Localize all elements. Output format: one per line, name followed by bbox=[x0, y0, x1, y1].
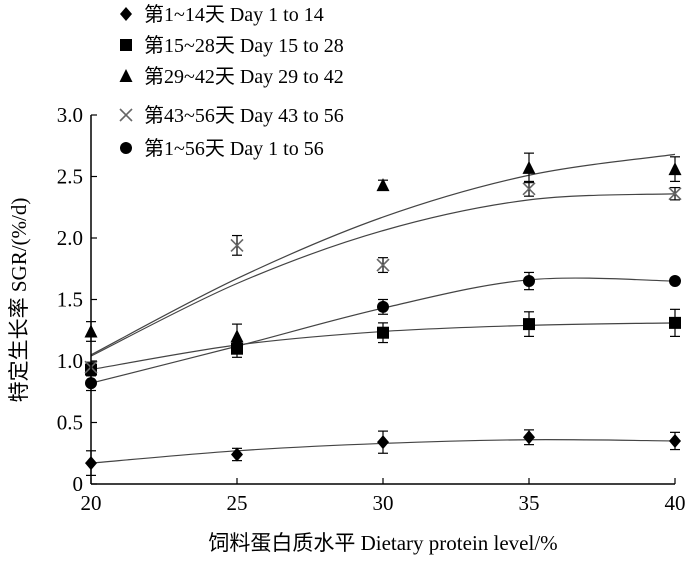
y-ticks: 0 0.5 1.0 1.5 2.0 2.5 3.0 bbox=[57, 103, 97, 496]
data-point bbox=[669, 433, 681, 448]
data-point bbox=[522, 182, 536, 196]
y-tick-label: 1.0 bbox=[57, 349, 83, 373]
data-point bbox=[376, 258, 390, 272]
data-point bbox=[523, 318, 535, 331]
x-ticks: 20 25 30 35 40 bbox=[81, 478, 686, 515]
legend-label: 第1~56天 Day 1 to 56 bbox=[144, 137, 324, 160]
data-markers bbox=[84, 160, 682, 471]
x-tick-label: 25 bbox=[227, 491, 248, 515]
data-point bbox=[377, 300, 389, 313]
legend-label: 第1~14天 Day 1 to 14 bbox=[144, 3, 324, 26]
data-point bbox=[377, 435, 389, 450]
data-point bbox=[523, 275, 535, 288]
legend-marker bbox=[119, 108, 133, 122]
y-tick-label: 2.5 bbox=[57, 165, 83, 189]
legend: 第1~14天 Day 1 to 14 第15~28天 Day 15 to 28 第2… bbox=[119, 3, 344, 160]
x-tick-label: 40 bbox=[665, 491, 686, 515]
data-point bbox=[668, 187, 682, 201]
error-bars bbox=[86, 152, 680, 476]
y-tick-label: 2.0 bbox=[57, 226, 83, 250]
data-point bbox=[522, 160, 536, 174]
data-point bbox=[523, 430, 535, 445]
y-tick-label: 0 bbox=[73, 472, 84, 496]
y-tick-label: 1.5 bbox=[57, 288, 83, 312]
data-point bbox=[376, 178, 390, 192]
legend-marker bbox=[120, 7, 132, 21]
y-tick-label: 3.0 bbox=[57, 103, 83, 127]
data-point bbox=[230, 238, 244, 252]
y-tick-label: 0.5 bbox=[57, 411, 83, 435]
legend-marker bbox=[120, 142, 132, 154]
fit-curve bbox=[90, 193, 676, 357]
x-tick-label: 35 bbox=[519, 491, 540, 515]
legend-label: 第29~42天 Day 29 to 42 bbox=[144, 65, 344, 88]
legend-marker bbox=[119, 69, 133, 82]
data-point bbox=[230, 329, 244, 343]
x-axis-title: 饲料蛋白质水平 Dietary protein level/% bbox=[208, 531, 557, 555]
x-tick-label: 30 bbox=[373, 491, 394, 515]
data-point bbox=[669, 275, 681, 288]
x-tick-label: 20 bbox=[81, 491, 102, 515]
fit-curve bbox=[90, 153, 676, 356]
legend-label: 第43~56天 Day 43 to 56 bbox=[144, 104, 344, 127]
data-point bbox=[668, 162, 682, 176]
data-point bbox=[669, 316, 681, 329]
y-axis-title: 特定生长率 SGR/(%/d) bbox=[7, 198, 31, 403]
legend-label: 第15~28天 Day 15 to 28 bbox=[144, 34, 344, 57]
data-point bbox=[377, 326, 389, 339]
legend-marker bbox=[120, 39, 132, 51]
data-point bbox=[231, 447, 243, 462]
data-point bbox=[231, 340, 243, 353]
